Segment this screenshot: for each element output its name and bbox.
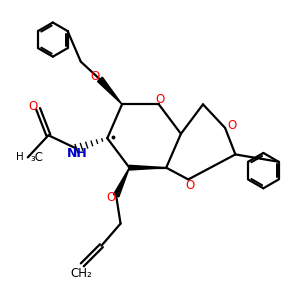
Polygon shape — [113, 168, 129, 197]
Text: NH: NH — [67, 147, 87, 160]
Polygon shape — [129, 165, 166, 170]
Text: O: O — [106, 190, 116, 204]
Text: O: O — [156, 93, 165, 106]
Text: ₃C: ₃C — [30, 151, 43, 164]
Text: O: O — [185, 179, 194, 192]
Text: O: O — [28, 100, 38, 113]
Polygon shape — [98, 77, 122, 104]
Text: O: O — [227, 119, 236, 132]
Text: H: H — [16, 152, 23, 162]
Text: CH₂: CH₂ — [71, 267, 93, 280]
Text: O: O — [90, 70, 99, 83]
